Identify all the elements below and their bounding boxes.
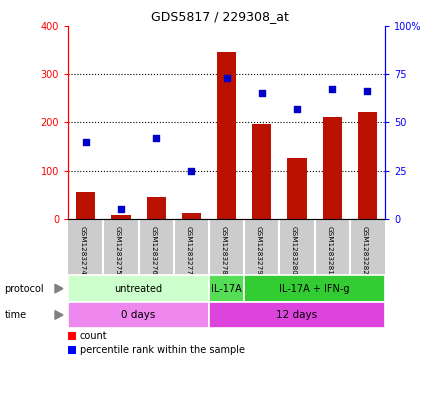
Text: GSM1283278: GSM1283278 [220, 226, 227, 275]
Text: GSM1283281: GSM1283281 [326, 226, 332, 275]
Bar [76, 193, 95, 219]
Point [117, 206, 125, 213]
Text: IL-17A: IL-17A [211, 284, 242, 294]
Text: GSM1283277: GSM1283277 [185, 226, 191, 275]
Text: GSM1283282: GSM1283282 [361, 226, 367, 275]
Point [258, 90, 265, 96]
Text: count: count [80, 331, 107, 341]
Bar [209, 302, 385, 328]
Bar [252, 124, 271, 219]
Bar [209, 275, 244, 302]
Text: GSM1283276: GSM1283276 [150, 226, 156, 275]
Bar [68, 275, 209, 302]
Text: percentile rank within the sample: percentile rank within the sample [80, 345, 245, 355]
Text: GSM1283275: GSM1283275 [115, 226, 121, 275]
Text: 0 days: 0 days [121, 310, 156, 320]
Bar [323, 118, 342, 219]
Text: GDS5817 / 229308_at: GDS5817 / 229308_at [151, 10, 289, 23]
Bar [217, 52, 236, 219]
Point [188, 167, 195, 174]
Text: IL-17A + IFN-g: IL-17A + IFN-g [279, 284, 350, 294]
Bar [244, 275, 385, 302]
Text: protocol: protocol [4, 284, 44, 294]
Text: untreated: untreated [114, 284, 163, 294]
Point [223, 75, 230, 81]
Text: GSM1283280: GSM1283280 [291, 226, 297, 275]
Bar [182, 213, 201, 219]
Text: GSM1283279: GSM1283279 [256, 226, 262, 275]
Point [82, 138, 89, 145]
Point [364, 88, 371, 94]
Point [153, 135, 160, 141]
Point [293, 106, 301, 112]
Bar [111, 215, 131, 219]
Text: time: time [4, 310, 26, 320]
Text: GSM1283274: GSM1283274 [80, 226, 86, 275]
Point [329, 86, 336, 93]
Bar [147, 197, 166, 219]
Text: 12 days: 12 days [276, 310, 318, 320]
Bar [68, 302, 209, 328]
Bar [287, 158, 307, 219]
Bar [358, 112, 377, 219]
